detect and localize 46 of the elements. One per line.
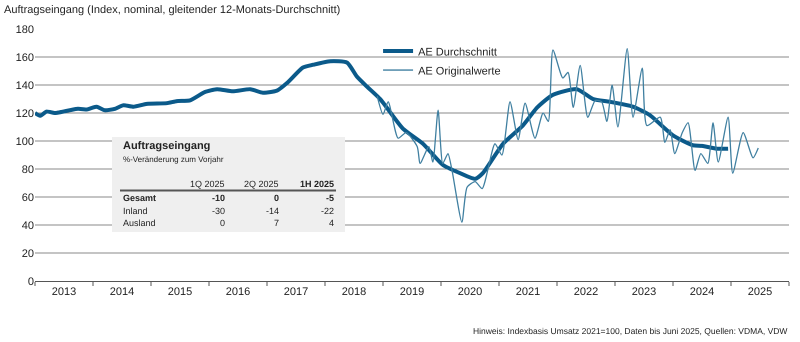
x-tick-label: 2019 xyxy=(400,286,424,298)
line-series xyxy=(35,59,730,181)
legend-label: AE Originalwerte xyxy=(418,65,501,78)
x-tick-label: 2015 xyxy=(168,286,192,298)
x-tick-label: 2025 xyxy=(748,286,772,298)
x-tick-label: 2022 xyxy=(574,286,598,298)
text: 0 xyxy=(274,193,280,203)
y-tick-label: 80 xyxy=(22,164,34,176)
y-tick-label: 40 xyxy=(22,220,34,232)
text: -14 xyxy=(266,206,280,216)
x-tick-label: 2021 xyxy=(516,286,540,298)
category-label: Inland xyxy=(123,206,148,216)
x-tick-label: 2018 xyxy=(342,286,366,298)
y-tick-label: 140 xyxy=(16,80,34,92)
y-tick-label: 60 xyxy=(22,192,34,204)
y-tick-label: 0 xyxy=(28,276,34,288)
chart-title: Auftragseingang (Index, nominal, gleitender 12-Monats-Durchschnitt) xyxy=(4,4,340,16)
line-series xyxy=(376,48,759,223)
x-tick-label: 2016 xyxy=(226,286,250,298)
category-label: 1H 2025 xyxy=(300,179,334,189)
text: -30 xyxy=(212,206,226,216)
y-tick-label: 100 xyxy=(16,136,34,148)
text: %-Veränderung zum Vorjahr xyxy=(123,155,224,164)
category-label: Gesamt xyxy=(123,193,156,203)
x-tick-label: 2023 xyxy=(632,286,656,298)
text: Auftragseingang xyxy=(123,140,210,152)
category-label: 1Q 2025 xyxy=(190,179,225,189)
text: -22 xyxy=(321,206,334,216)
category-label: Ausland xyxy=(123,218,156,228)
x-tick-label: 2024 xyxy=(690,286,714,298)
x-tick-label: 2017 xyxy=(284,286,308,298)
category-label: 2Q 2025 xyxy=(244,179,279,189)
text: 0 xyxy=(220,218,226,228)
y-tick-label: 20 xyxy=(22,248,34,260)
y-tick-label: 120 xyxy=(16,108,34,120)
text: -5 xyxy=(326,193,334,203)
x-tick-label: 2020 xyxy=(458,286,482,298)
y-tick-label: 180 xyxy=(16,24,34,36)
text: 7 xyxy=(274,218,280,228)
x-tick-label: 2014 xyxy=(110,286,134,298)
y-tick-label: 160 xyxy=(16,52,34,64)
text: Hinweis: Indexbasis Umsatz 2021=100, Daten bis Juni 2025, Quellen: VDMA, VDW xyxy=(473,326,788,336)
text: -10 xyxy=(212,193,226,203)
text: 4 xyxy=(329,218,334,228)
x-tick-label: 2013 xyxy=(52,286,76,298)
legend-label: AE Durchschnitt xyxy=(418,46,497,58)
